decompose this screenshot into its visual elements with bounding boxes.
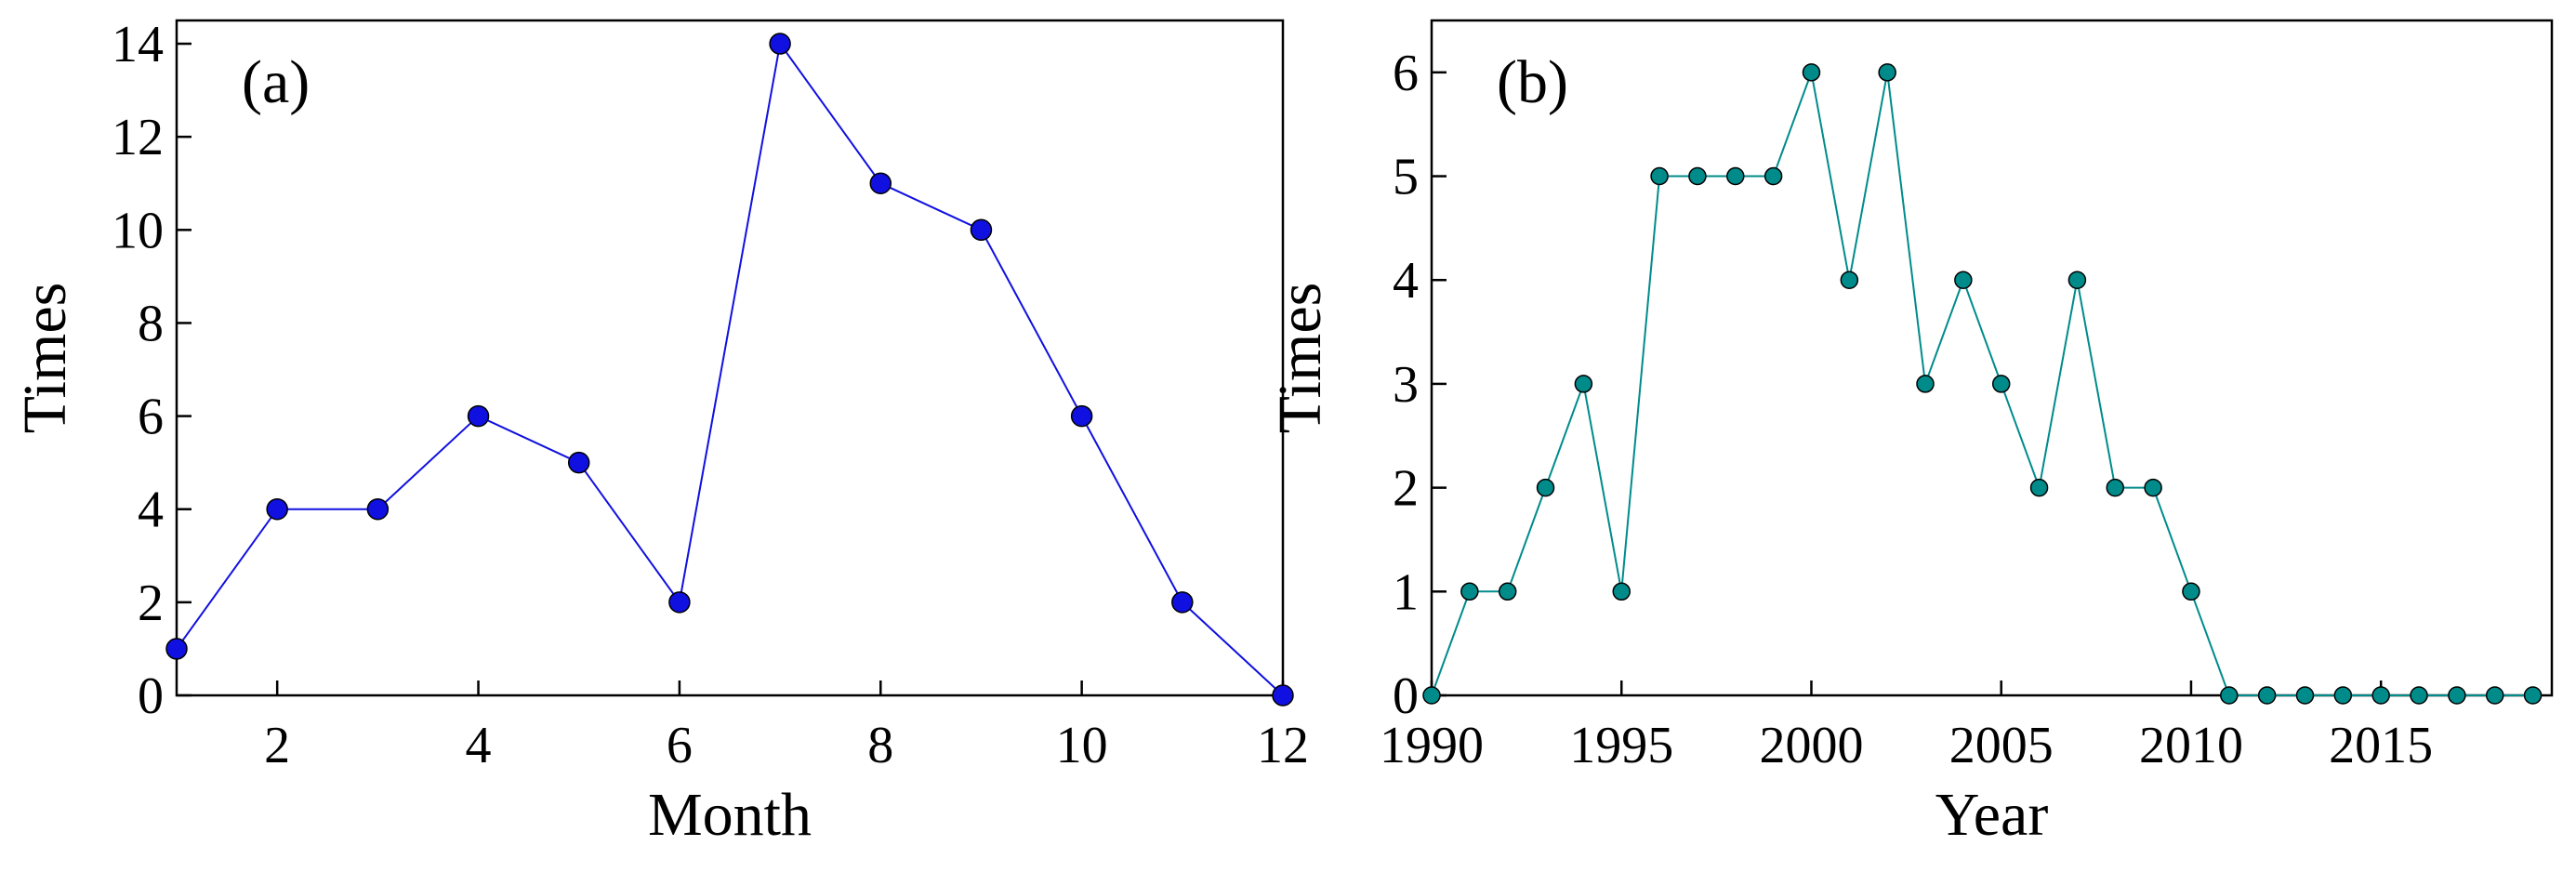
data-point-b — [1991, 375, 2011, 393]
x-tick-label-a: 10 — [1056, 717, 1108, 774]
y-tick-label-a: 8 — [138, 295, 164, 352]
y-tick-label-a: 10 — [112, 202, 164, 259]
data-point-a — [970, 218, 993, 242]
panel-label-b: (b) — [1497, 48, 1568, 116]
data-point-b — [2485, 686, 2504, 705]
data-point-a — [165, 638, 188, 660]
data-point-b — [2106, 478, 2125, 497]
y-tick-label-b: 5 — [1393, 149, 1419, 206]
x-tick-label-a: 4 — [466, 717, 492, 774]
x-tick-label-b: 2010 — [2139, 717, 2243, 774]
x-tick-label-b: 2015 — [2329, 717, 2433, 774]
data-point-b — [2029, 478, 2049, 497]
y-tick-label-b: 0 — [1393, 667, 1419, 725]
data-point-b — [1916, 375, 1935, 393]
data-point-b — [1764, 166, 1783, 186]
data-point-b — [2333, 686, 2353, 705]
y-tick-label-a: 0 — [138, 667, 164, 725]
data-point-b — [1460, 582, 1479, 601]
data-point-b — [2523, 686, 2543, 705]
data-point-a — [366, 497, 390, 521]
x-tick-label-b: 2000 — [1759, 717, 1863, 774]
y-tick-label-b: 6 — [1393, 45, 1419, 102]
panel-b: 0 1 2 3 4 5 6 1990 1995 2000 2005 2010 2015 Year Times… — [1266, 19, 2554, 849]
data-point-b — [2067, 271, 2087, 289]
series-line-a — [176, 41, 1284, 696]
x-tick-label-a: 6 — [667, 717, 693, 774]
x-tick-label-a: 12 — [1257, 717, 1309, 774]
data-point-b — [1498, 582, 1517, 601]
x-tick-label-b: 1995 — [1569, 717, 1673, 774]
y-tick-label-b: 4 — [1393, 252, 1419, 310]
y-tick-label-a: 14 — [112, 16, 164, 73]
panel-a: 0 2 4 6 8 10 12 14 2 4 6 8 10 12 Month Times (a) — [11, 16, 1309, 849]
data-point-b — [1422, 686, 1441, 705]
y-axis-title-b: Times — [1266, 283, 1334, 434]
data-point-a — [668, 591, 691, 614]
x-axis-title-b: Year — [1935, 781, 2049, 849]
data-point-b — [1726, 166, 1745, 186]
data-point-b — [2448, 686, 2466, 705]
data-point-a — [769, 33, 791, 55]
panel-label-a: (a) — [242, 48, 310, 116]
data-point-b — [1536, 478, 1555, 497]
data-point-b — [2410, 686, 2428, 705]
data-point-b — [1840, 271, 1859, 289]
y-tick-label-a: 12 — [112, 109, 164, 166]
data-point-b — [1612, 582, 1631, 601]
data-point-b — [1688, 166, 1707, 186]
data-point-a — [266, 497, 288, 521]
data-point-b — [1802, 63, 1821, 82]
data-point-a — [567, 451, 590, 474]
data-point-b — [2257, 686, 2277, 705]
y-tick-label-b: 2 — [1393, 460, 1419, 518]
plot-frame-b — [1430, 19, 2554, 697]
data-point-b — [1954, 271, 1973, 289]
x-tick-label-a: 2 — [264, 717, 290, 774]
data-point-a — [1272, 684, 1294, 707]
data-point-b — [1878, 63, 1896, 82]
data-point-b — [2182, 582, 2200, 601]
data-point-a — [1070, 404, 1093, 428]
x-tick-label-b: 2005 — [1949, 717, 2054, 774]
y-axis-title-a: Times — [11, 283, 79, 434]
data-point-a — [1171, 591, 1194, 614]
data-point-b — [2144, 478, 2162, 497]
x-axis-title-a: Month — [648, 781, 812, 849]
y-tick-label-a: 4 — [138, 482, 164, 539]
series-line-b — [1431, 69, 2533, 696]
data-point-b — [2220, 686, 2239, 705]
data-point-b — [2371, 686, 2390, 705]
y-tick-label-a: 2 — [138, 575, 164, 632]
y-tick-label-a: 6 — [138, 389, 164, 446]
data-point-a — [869, 172, 892, 194]
data-point-b — [1650, 166, 1669, 186]
data-point-b — [1574, 375, 1593, 393]
y-tick-label-b: 3 — [1393, 356, 1419, 414]
x-tick-label-b: 1990 — [1380, 717, 1484, 774]
y-tick-label-b: 1 — [1393, 563, 1419, 621]
plot-frame-a — [175, 19, 1285, 697]
data-point-b — [2295, 686, 2315, 705]
x-tick-label-a: 8 — [867, 717, 893, 774]
data-point-a — [467, 404, 490, 428]
